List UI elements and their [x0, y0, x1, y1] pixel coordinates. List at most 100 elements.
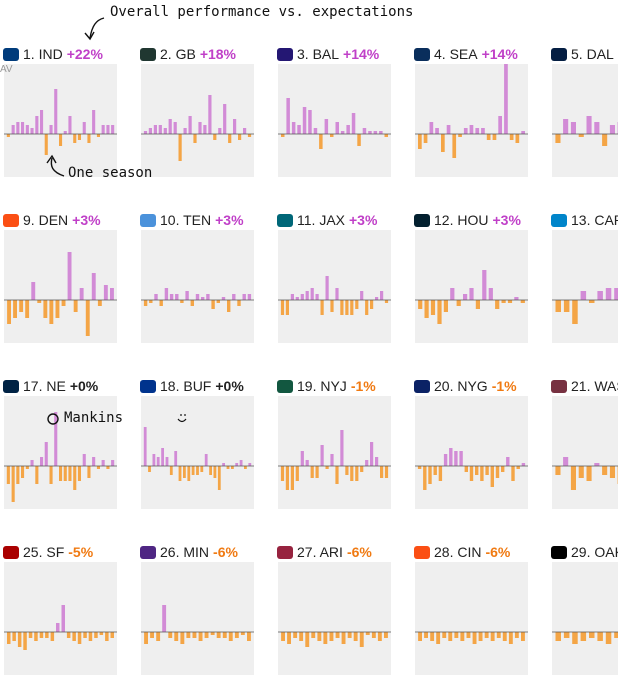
season-bar [296, 466, 299, 481]
season-bar [64, 466, 67, 481]
team-header: 2. GB+18% [140, 42, 280, 66]
team-chart-cin: 28. CIN-6% [414, 540, 554, 700]
team-rank: 29. [571, 544, 594, 560]
season-bar [154, 125, 157, 134]
team-rank: 12. [434, 212, 457, 228]
team-logo-icon [277, 48, 293, 61]
season-bar [43, 300, 47, 318]
season-bar [516, 134, 520, 143]
season-bar [193, 134, 196, 143]
season-bar [31, 460, 34, 466]
team-name: NYJ [320, 378, 346, 394]
season-bar [306, 291, 309, 300]
season-bar [480, 466, 483, 481]
season-bar [424, 632, 428, 638]
season-bar [305, 632, 309, 647]
season-bar [150, 632, 154, 638]
season-bar [59, 134, 62, 146]
season-bar [510, 134, 514, 140]
season-bar [589, 300, 595, 303]
season-bar [247, 632, 251, 641]
bar-panel [552, 64, 618, 177]
season-bar [80, 288, 84, 300]
season-bar [72, 632, 76, 641]
team-name: DEN [39, 212, 69, 228]
season-bar [218, 128, 221, 134]
season-bar [439, 466, 442, 481]
season-bar [189, 116, 192, 134]
season-bar [614, 632, 618, 638]
team-name: IND [39, 46, 63, 62]
season-bar [354, 632, 358, 641]
team-logo-icon [414, 214, 430, 227]
team-logo-icon [414, 48, 430, 61]
team-header: 12. HOU+3% [414, 208, 554, 232]
team-rank: 25. [23, 544, 46, 560]
season-bar [330, 632, 334, 641]
team-header: 19. NYJ-1% [277, 374, 417, 398]
season-bar [425, 300, 429, 318]
season-bar [59, 466, 62, 481]
season-bar [157, 457, 160, 466]
team-chart-ne: 17. NE+0% [3, 374, 143, 534]
team-header: 10. TEN+3% [140, 208, 280, 232]
season-bar [56, 300, 60, 318]
season-bar [244, 466, 247, 469]
season-bar [491, 466, 494, 487]
season-bar [498, 116, 502, 134]
season-bar [198, 122, 201, 134]
team-rank: 28. [434, 544, 457, 560]
season-bar [223, 632, 227, 638]
season-bar [330, 300, 333, 312]
season-bar [243, 294, 246, 300]
season-bar [316, 466, 319, 478]
season-bar [68, 116, 71, 134]
team-performance-pct: +22% [67, 46, 103, 62]
season-bar [199, 632, 203, 641]
team-name: NE [46, 378, 65, 394]
season-bar [454, 632, 458, 638]
season-bar [23, 632, 27, 650]
season-bar [370, 442, 373, 466]
season-bar [229, 632, 233, 641]
season-bar [26, 466, 29, 469]
season-bar [479, 632, 483, 641]
team-rank: 21. [571, 378, 594, 394]
team-rank: 20. [434, 378, 457, 394]
season-bar [335, 288, 338, 300]
season-bar [291, 294, 294, 300]
team-chart-oak: 29. OAK [551, 540, 618, 700]
team-logo-icon [140, 380, 156, 393]
season-bar [45, 632, 49, 638]
season-bar [180, 300, 183, 303]
season-bar [355, 300, 358, 309]
team-name: OAK [594, 544, 618, 560]
season-bar [602, 466, 607, 475]
team-logo-icon [3, 380, 19, 393]
team-logo-icon [140, 214, 156, 227]
season-bar [106, 125, 109, 134]
team-name: WAS [594, 378, 618, 394]
season-bar [464, 128, 468, 134]
season-bar [175, 294, 178, 300]
season-bar [40, 632, 44, 638]
season-bar [374, 131, 378, 134]
team-header: 9. DEN+3% [3, 208, 143, 232]
season-bar [281, 466, 284, 481]
season-bar [556, 300, 562, 312]
team-header: 5. DAL [551, 42, 618, 66]
season-bar [205, 454, 208, 466]
season-bar [495, 300, 499, 309]
bar-panel [278, 562, 391, 675]
season-bar [87, 134, 90, 143]
team-chart-was: 21. WAS [551, 374, 618, 534]
season-bar [308, 110, 312, 134]
team-name: CIN [457, 544, 481, 560]
season-bar [94, 632, 98, 638]
season-bar [606, 632, 612, 644]
season-bar [241, 632, 245, 635]
season-bar [319, 134, 323, 149]
team-performance-pct: +14% [482, 46, 518, 62]
team-rank: 4. [434, 46, 450, 62]
team-rank: 5. [571, 46, 587, 62]
